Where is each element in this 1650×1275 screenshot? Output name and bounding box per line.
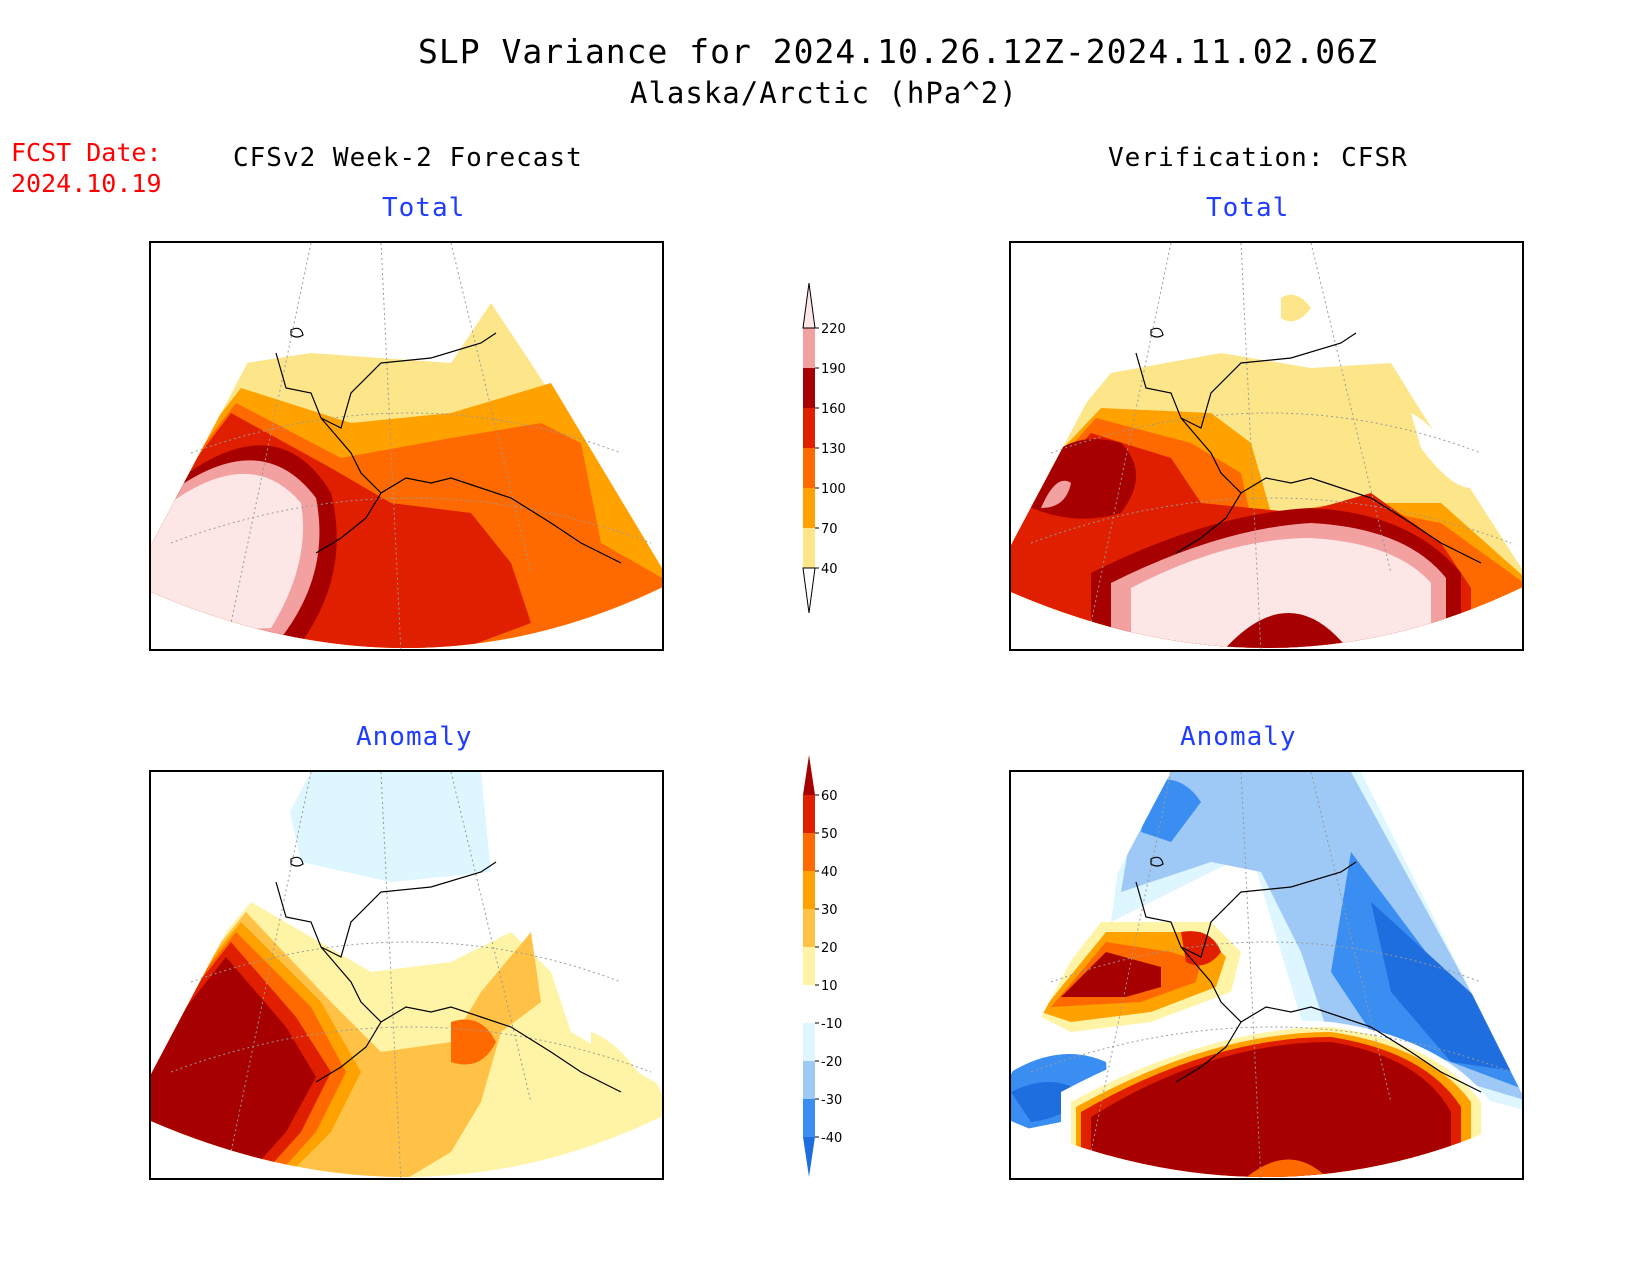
total-colorbar: 40 70 100 130 160 190 220: [795, 282, 865, 617]
map-title: SLP Variance for 2024.10.26.12Z-2024.11.…: [418, 32, 1378, 71]
colorbar-tick-label: -20: [821, 1055, 842, 1070]
forecast-anomaly-title: Anomaly: [356, 722, 473, 752]
map-subtitle: Alaska/Arctic (hPa^2): [630, 76, 1018, 110]
fcst-date: 2024.10.19: [11, 169, 162, 198]
colorbar-segment: [803, 985, 815, 1023]
colorbar-lower-extension: [802, 567, 816, 614]
colorbar-segment: [803, 448, 815, 488]
colorbar-tick-label: 100: [821, 482, 846, 497]
colorbar-segment: [803, 947, 815, 985]
fcst-label: FCST Date:: [11, 138, 162, 167]
anomaly-colorbar: -40 -30 -20 -10 10 20 30 40 50 60: [795, 755, 865, 1209]
forecast-total-map: [149, 241, 664, 651]
colorbar-segment: [803, 488, 815, 528]
verif-anomaly-map: [1009, 770, 1524, 1180]
colorbar-segment: [803, 1023, 815, 1061]
colorbar-tick-label: 60: [821, 789, 838, 804]
colorbar-tick-label: -30: [821, 1093, 842, 1108]
colorbar-tick-label: 30: [821, 903, 838, 918]
forecast-anomaly-map: [149, 770, 664, 1180]
colorbar-tick-label: 220: [821, 322, 846, 337]
colorbar-upper-extension: [802, 282, 816, 329]
colorbar-segment: [803, 833, 815, 871]
colorbar-tick-label: 50: [821, 827, 838, 842]
forecast-column-title: CFSv2 Week-2 Forecast: [233, 143, 583, 173]
colorbar-tick-label: 40: [821, 562, 838, 577]
colorbar-tick-label: 130: [821, 442, 846, 457]
colorbar-segment: [803, 528, 815, 568]
colorbar-segment: [803, 368, 815, 408]
colorbar-tick-label: 10: [821, 979, 838, 994]
colorbar-segment: [803, 1061, 815, 1099]
colorbar-lower-extension: [803, 1137, 815, 1177]
verification-column-title: Verification: CFSR: [1108, 143, 1408, 173]
colorbar-tick-label: -10: [821, 1017, 842, 1032]
colorbar-tick-label: 70: [821, 522, 838, 537]
colorbar-tick-label: 190: [821, 362, 846, 377]
colorbar-segment: [803, 408, 815, 448]
verif-anomaly-title: Anomaly: [1180, 722, 1297, 752]
colorbar-segment: [803, 1099, 815, 1137]
verif-total-title: Total: [1206, 193, 1290, 223]
verif-total-map: [1009, 241, 1524, 651]
colorbar-tick-label: 40: [821, 865, 838, 880]
colorbar-tick-label: -40: [821, 1131, 842, 1146]
colorbar-segment: [803, 328, 815, 368]
colorbar-tick-label: 20: [821, 941, 838, 956]
forecast-total-title: Total: [382, 193, 466, 223]
colorbar-segment: [803, 871, 815, 909]
colorbar-upper-extension: [803, 755, 815, 795]
colorbar-tick-label: 160: [821, 402, 846, 417]
colorbar-segment: [803, 909, 815, 947]
colorbar-segment: [803, 795, 815, 833]
